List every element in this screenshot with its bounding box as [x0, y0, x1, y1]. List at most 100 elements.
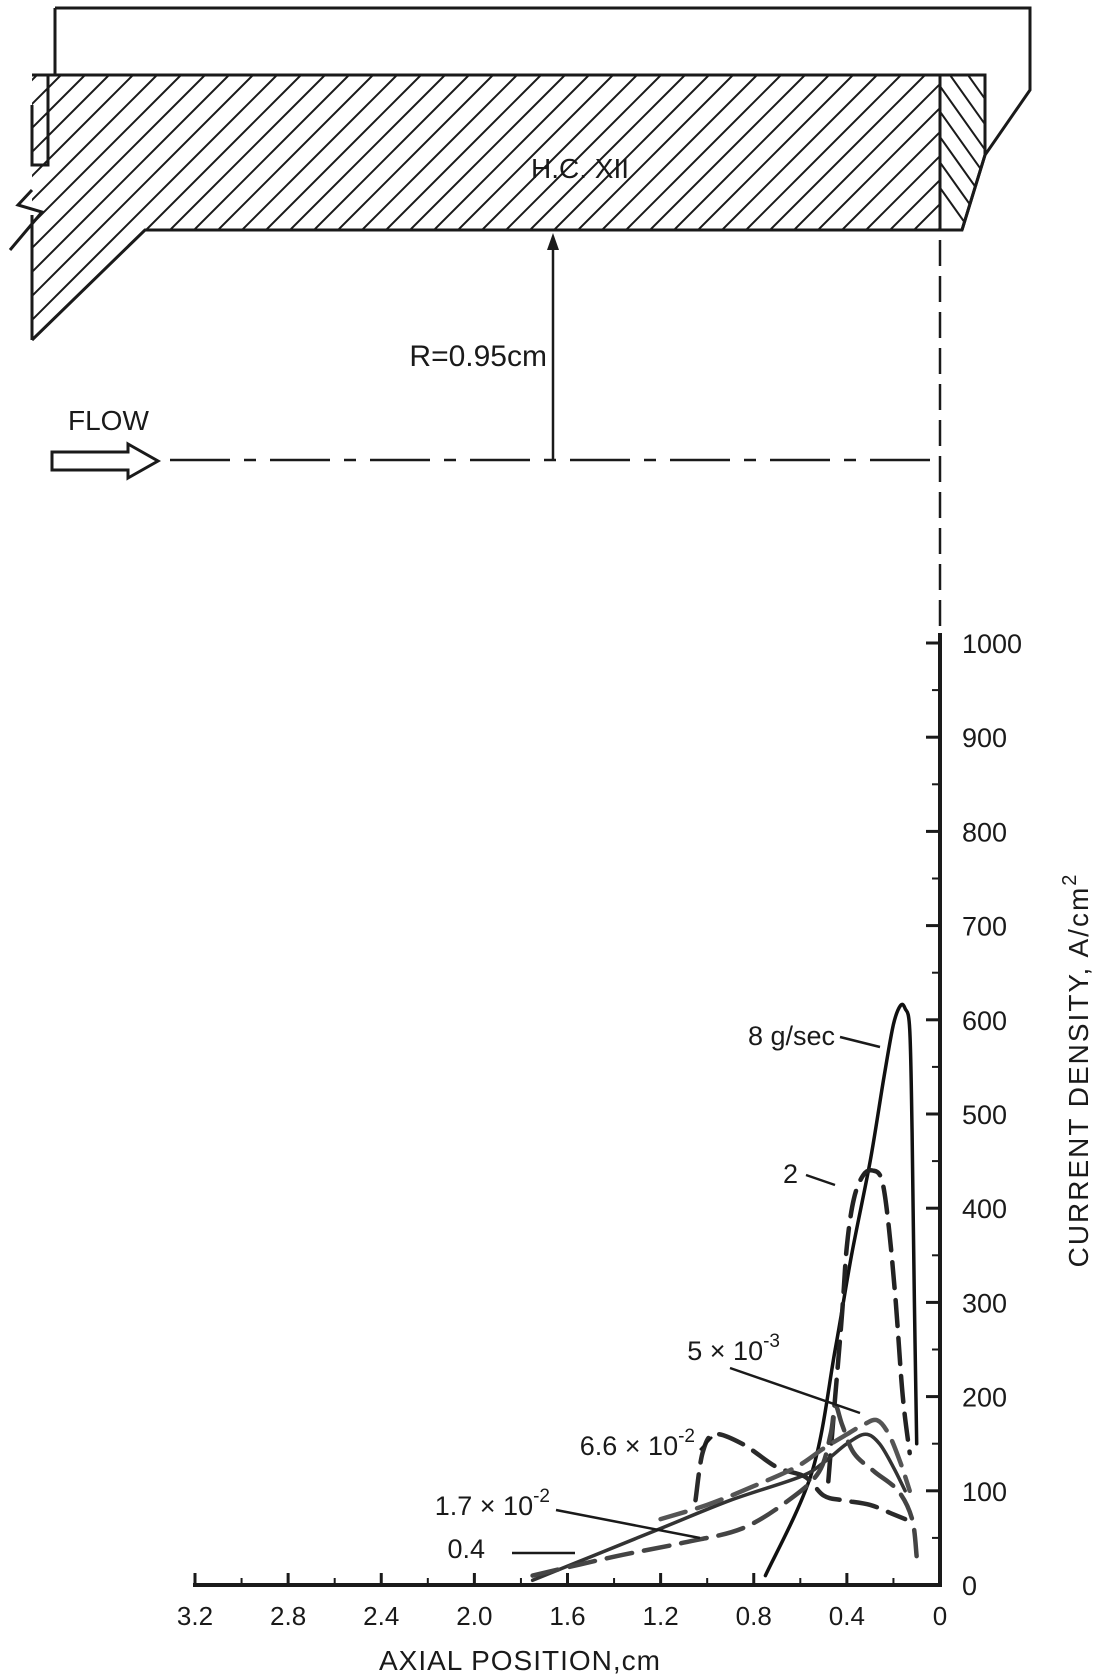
hatch-line [491, 75, 758, 340]
series-label: 5 × 10-3 [687, 1331, 780, 1366]
y-tick-label: 500 [962, 1100, 1007, 1130]
series-label-superscript: -2 [678, 1426, 695, 1447]
x-axis: 3.2 2.8 2.4 2.0 1.6 1.2 0.8 0.4 0 [177, 1573, 947, 1631]
hatch-line [803, 75, 940, 340]
hatch-line [155, 75, 422, 340]
hatch-line [32, 75, 182, 340]
hatch-line [611, 75, 878, 340]
hatch-line [32, 75, 254, 340]
hatch-line [635, 75, 902, 340]
y-axis-title-main: CURRENT DENSITY, A/cm [1063, 886, 1094, 1268]
flow-arrow-icon [50, 441, 162, 481]
hatch-line [32, 75, 110, 340]
tip-hatch-line [986, 75, 1096, 230]
tip-hatch-line [1004, 75, 1105, 230]
y-tick-label: 200 [962, 1383, 1007, 1413]
y-tick-label: 900 [962, 723, 1007, 753]
series-label-superscript: -2 [533, 1486, 550, 1507]
radius-arrowhead [547, 233, 559, 250]
hatch-line [83, 75, 350, 340]
tip-hatch-line [940, 75, 985, 230]
hatch-line [779, 75, 940, 340]
y-tick-label: 400 [962, 1194, 1007, 1224]
y-tick-label: 300 [962, 1288, 1007, 1318]
hatch-line [131, 75, 398, 340]
hatch-line [59, 75, 326, 340]
hatch-line [587, 75, 854, 340]
x-tick-label: 3.2 [177, 1601, 213, 1631]
hatch-line [299, 75, 566, 340]
x-tick-label: 1.2 [643, 1601, 679, 1631]
y-axis-title-superscript: 2 [1059, 873, 1081, 886]
hatch-line [203, 75, 470, 340]
cathode-diagram: H.C. XII R=0.95cm FLOW [0, 6, 1105, 640]
radius-label: R=0.95cm [409, 340, 547, 373]
tip-hatch-line [940, 75, 985, 230]
series-label-main: 0.4 [447, 1534, 485, 1564]
hatch-line [707, 75, 940, 340]
cathode-label: H.C. XII [531, 153, 629, 184]
series-label-leader [839, 1035, 881, 1049]
series-label: 6.6 × 10-2 [580, 1426, 695, 1461]
cathode-body-outline [30, 73, 987, 342]
x-tick-label: 2.0 [456, 1601, 492, 1631]
y-tick-label: 0 [962, 1571, 977, 1601]
y-tick-label: 600 [962, 1006, 1007, 1036]
x-tick-label: 2.8 [270, 1601, 306, 1631]
series-group [530, 1002, 919, 1583]
hatch-line [731, 75, 940, 340]
hatch-line [32, 75, 230, 340]
series-label-main: 5 × 10 [687, 1336, 763, 1366]
hatch-line [32, 75, 158, 340]
series-label-leader [805, 1173, 836, 1187]
y-tick-label: 700 [962, 912, 1007, 942]
hatch-line [948, 75, 1105, 340]
hatch-line [972, 75, 1105, 340]
hatch-line [32, 75, 86, 340]
break-line [8, 75, 50, 340]
hatch-line [179, 75, 446, 340]
cathode-tip-hatch [940, 75, 1105, 230]
hatch-line [347, 75, 614, 340]
series-line [530, 1403, 919, 1578]
series-label: 2 [783, 1159, 798, 1189]
tip-hatch-line [949, 75, 985, 230]
tip-hatch-line [1022, 75, 1105, 230]
series-line [658, 1417, 912, 1522]
tip-hatch-line [940, 75, 985, 230]
housing-outline [55, 6, 1032, 231]
hatch-line [0, 75, 13, 340]
x-tick-label: 0 [933, 1601, 947, 1631]
x-tick-label: 1.6 [549, 1601, 585, 1631]
hatch-line [32, 75, 134, 340]
hatch-line [443, 75, 710, 340]
hatch-line [32, 75, 206, 340]
x-tick-label: 0.8 [736, 1601, 772, 1631]
series-line [693, 1431, 908, 1522]
y-tick-label: 100 [962, 1477, 1007, 1507]
hatch-line [683, 75, 940, 340]
hatch-line [227, 75, 494, 340]
tip-hatch-line [940, 75, 985, 230]
hatch-line [515, 75, 782, 340]
x-axis-title: AXIAL POSITION,cm [379, 1645, 661, 1676]
hatch-line [539, 75, 806, 340]
series-label-leader [699, 1436, 713, 1451]
series-line [826, 1167, 912, 1484]
hatch-line [323, 75, 590, 340]
series-label-leader [555, 1508, 701, 1540]
series-label-main: 2 [783, 1159, 798, 1189]
hatch-line [251, 75, 518, 340]
series-label-main: 1.7 × 10 [435, 1491, 533, 1521]
y-axis: 0 100 200 300 400 500 600 700 800 900 1000 [926, 629, 1022, 1601]
series-label-superscript: -3 [763, 1331, 780, 1352]
tip-hatch-line [1040, 75, 1105, 230]
hatch-line [659, 75, 926, 340]
hatch-line [275, 75, 542, 340]
series-line [763, 1002, 919, 1578]
hatch-line [395, 75, 662, 340]
hatch-line [467, 75, 734, 340]
y-tick-label: 1000 [962, 629, 1022, 659]
series-label-main: 6.6 × 10 [580, 1431, 678, 1461]
